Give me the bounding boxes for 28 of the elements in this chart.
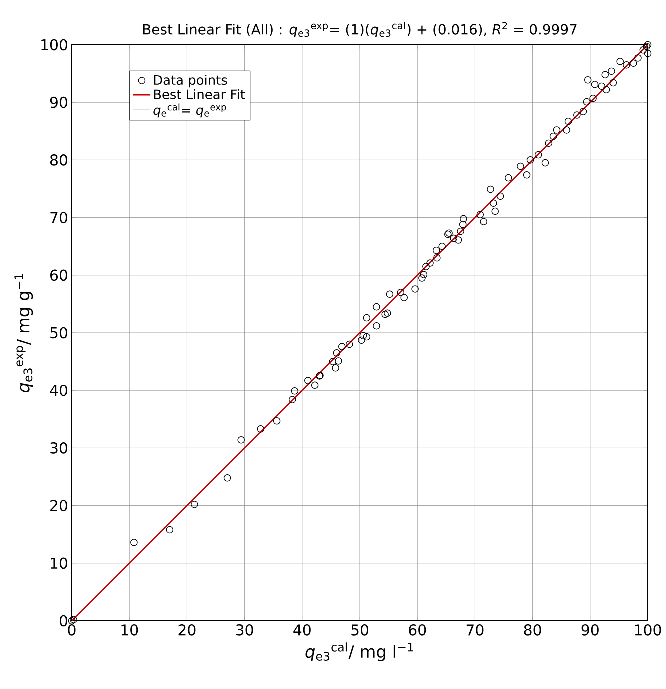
x-tick-label: 20: [178, 624, 196, 636]
legend-label: Best Linear Fit: [154, 89, 246, 100]
y-tick-label: 0: [60, 615, 68, 627]
x-tick-label: 80: [524, 624, 542, 636]
x-tick-label: 40: [294, 624, 312, 636]
y-tick-label: 100: [42, 39, 68, 51]
y-tick-label: 70: [50, 212, 68, 224]
x-tick-label: 10: [122, 624, 138, 636]
y-tick-label: 10: [51, 558, 68, 570]
legend-label: Data points: [154, 75, 228, 88]
x-tick-label: 70: [467, 624, 484, 636]
y-tick-label: 50: [50, 327, 68, 339]
y-tick-label: 40: [50, 384, 68, 396]
y-tick-label: 30: [50, 442, 68, 454]
y-tick-label: 90: [50, 96, 68, 108]
x-axis-title: q$_{e3}$$^{cal}$/ mg l$^{−1}$: [306, 642, 414, 662]
x-tick-label: 100: [636, 624, 662, 636]
x-tick-label: 50: [352, 624, 369, 636]
y-tick-label: 20: [50, 500, 68, 512]
x-tick-label: 60: [409, 624, 426, 636]
legend-label: q$_{e}$$^{cal}$= q$_{e}$exp: [154, 104, 226, 118]
y-tick-label: 60: [50, 270, 68, 282]
x-tick-label: 30: [236, 624, 254, 636]
chart-title: Best Linear Fit (All) : q$_{e3}$$^{exp}$= (1)(q$_{e3}$$^{cal}$) + (0.016), R$^{2}$ = 0.9997: [144, 22, 577, 38]
x-tick-label: 90: [582, 624, 600, 636]
y-axis-title: q$_{e3}$$^{exp}$/ mg g$^{−1}$: [14, 274, 34, 393]
y-tick-label: 80: [50, 154, 68, 166]
x-tick-label: 0: [68, 624, 76, 636]
